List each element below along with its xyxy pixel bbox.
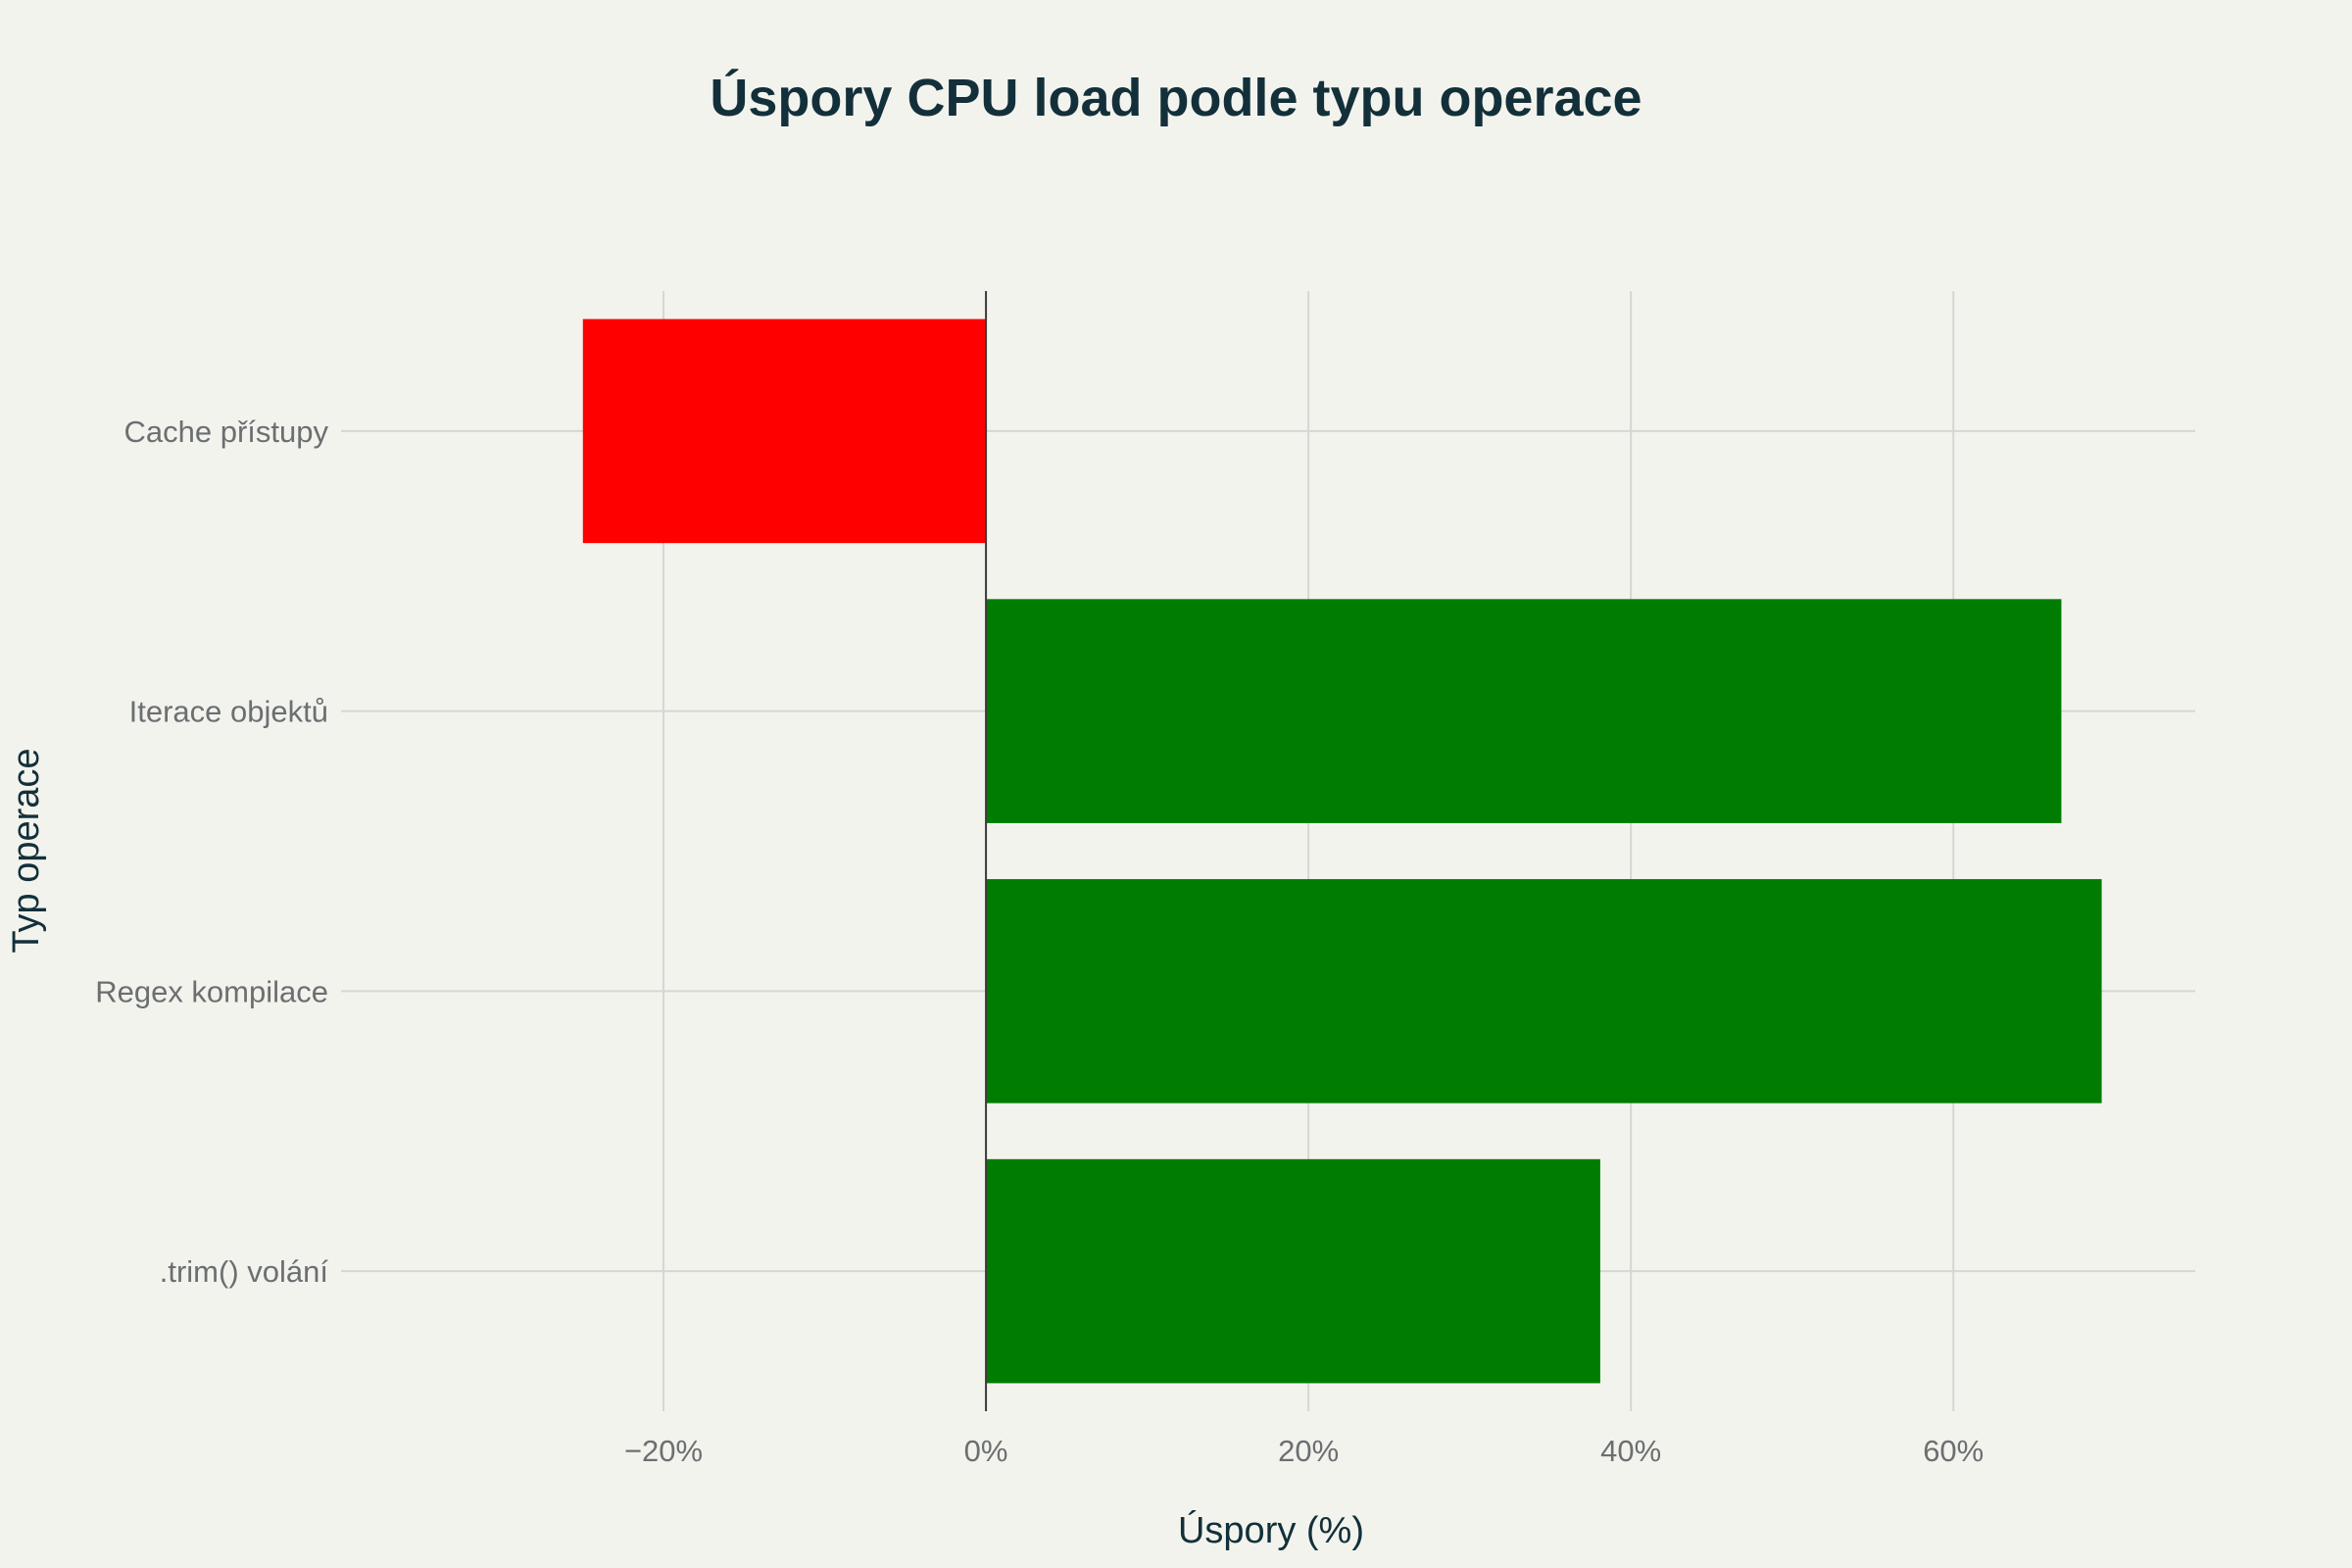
x-axis-title: Úspory (%) [1178, 1509, 1364, 1551]
x-tick-label: 60% [1923, 1434, 1984, 1468]
y-tick-label: .trim() volání [160, 1254, 329, 1289]
x-tick-labels: −20% 0% 20% 40% 60% [624, 1434, 1984, 1468]
bar [986, 879, 2102, 1103]
x-tick-label: 20% [1278, 1434, 1339, 1468]
bar [986, 1158, 1600, 1384]
bar [582, 318, 987, 544]
bars [582, 318, 2102, 1384]
y-tick-labels: Cache přístupy Iterace objektů Regex kompi… [95, 415, 328, 1289]
y-tick-label: Cache přístupy [124, 415, 329, 449]
y-tick-label: Regex kompilace [95, 974, 328, 1008]
chart-title: Úspory CPU load podle typu operace [710, 69, 1642, 127]
y-tick-label: Iterace objektů [129, 695, 328, 729]
x-tick-label: 0% [964, 1434, 1008, 1468]
bar [986, 599, 2062, 823]
x-tick-label: −20% [624, 1434, 703, 1468]
y-axis-title: Typ operace [6, 748, 47, 953]
x-tick-label: 40% [1600, 1434, 1661, 1468]
